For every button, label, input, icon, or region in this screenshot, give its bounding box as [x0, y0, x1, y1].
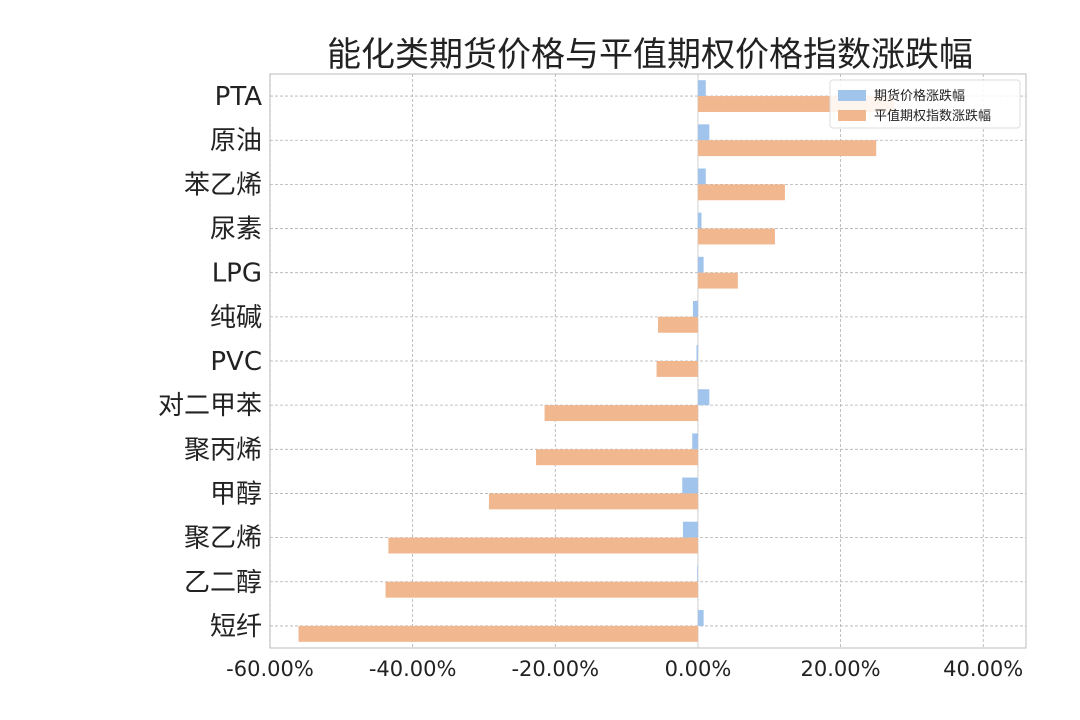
category-label: 短纤 [210, 612, 262, 642]
bar-options [488, 493, 698, 510]
bar-futures [697, 389, 710, 406]
category-label: PTA [215, 82, 263, 112]
x-tick-label: -20.00% [511, 657, 599, 681]
bar-options [388, 537, 698, 554]
bar-futures [697, 124, 710, 141]
bar-options [697, 184, 785, 201]
bar-futures [692, 300, 698, 317]
chart-title: 能化类期货价格与平值期权价格指数涨跌幅 [327, 35, 973, 75]
legend-label: 期货价格涨跌幅 [874, 88, 965, 104]
bar-layer [298, 80, 895, 642]
category-label: 原油 [210, 126, 262, 156]
category-label: 聚乙烯 [184, 524, 262, 554]
label-layer: -60.00% -40.00% -20.00% 0.00% 20.00% 40.00% PT… [158, 82, 1023, 681]
bar-futures [696, 345, 698, 361]
bar-futures [692, 433, 698, 450]
category-label: 对二甲苯 [158, 391, 262, 421]
bar-futures [697, 610, 704, 626]
bar-options [298, 625, 698, 642]
bar-options [697, 140, 877, 157]
bar-futures [697, 212, 702, 229]
bar-options [656, 361, 698, 377]
x-tick-label: 20.00% [801, 657, 881, 681]
x-tick-label: -40.00% [369, 657, 457, 681]
bar-options [385, 581, 698, 598]
legend-label: 平值期权指数涨跌幅 [874, 108, 991, 124]
category-label: 苯乙烯 [184, 170, 262, 200]
x-tick-label: 40.00% [943, 657, 1023, 681]
bar-options [697, 228, 775, 245]
bar-options [544, 405, 698, 422]
legend-swatch [838, 110, 866, 121]
bar-futures [682, 521, 698, 538]
bar-options [536, 449, 698, 466]
category-label: 甲醇 [210, 479, 262, 509]
bar-options [697, 272, 738, 289]
bar-futures [697, 80, 706, 97]
legend-swatch [838, 90, 866, 101]
bar-futures [682, 477, 698, 494]
category-label: 聚丙烯 [184, 435, 262, 465]
x-tick-label: 0.00% [665, 657, 732, 681]
bar-futures [697, 565, 698, 582]
category-label: 乙二醇 [184, 568, 262, 598]
x-tick-label: -60.00% [226, 657, 314, 681]
category-label: PVC [210, 347, 262, 377]
bar-futures [697, 168, 706, 185]
bar-futures [697, 256, 704, 273]
category-label: 尿素 [210, 215, 262, 245]
bar-options [657, 316, 698, 333]
category-label: LPG [212, 259, 262, 289]
legend-box [829, 79, 1021, 129]
category-label: 纯碱 [210, 303, 262, 333]
